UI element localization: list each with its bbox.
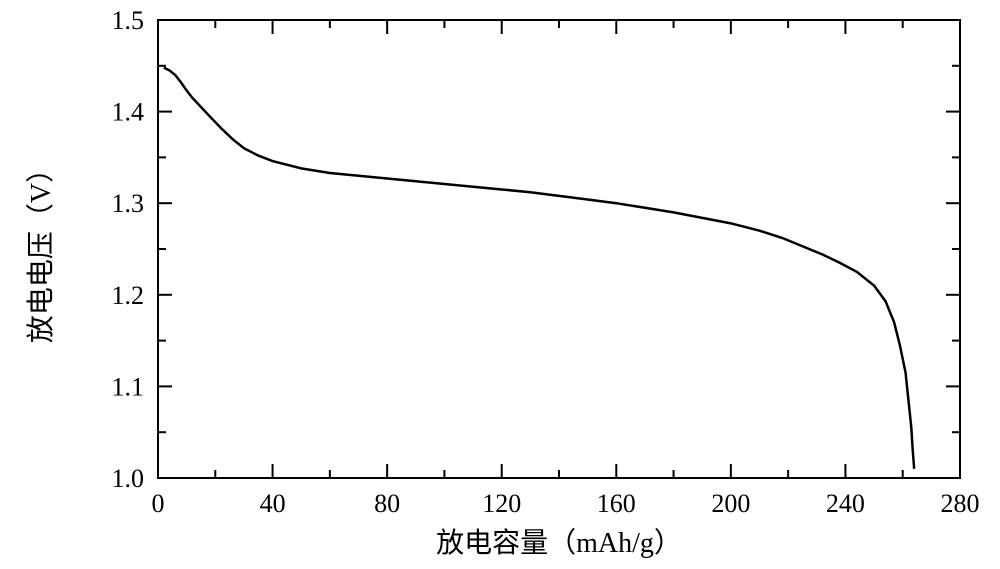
y-tick-label: 1.4	[112, 98, 145, 127]
plot-frame	[158, 20, 960, 478]
x-axis-title: 放电容量（mAh/g）	[436, 527, 682, 559]
y-tick-label: 1.5	[112, 6, 145, 35]
y-tick-label: 1.2	[112, 281, 145, 310]
y-tick-label: 1.0	[112, 464, 145, 493]
discharge-curve	[164, 68, 914, 469]
discharge-curve-chart: 0 40 80 120 160 200 240 280 1.0 1.1 1.2 1.3 1.4 1.5 放电…	[0, 0, 1000, 569]
y-tick-label: 1.1	[112, 372, 145, 401]
x-tick-label: 200	[711, 489, 750, 518]
x-tick-label: 160	[597, 489, 636, 518]
x-tick-label: 0	[152, 489, 165, 518]
chart-svg: 0 40 80 120 160 200 240 280 1.0 1.1 1.2 1.3 1.4 1.5 放电…	[0, 0, 1000, 569]
x-tick-label: 40	[260, 489, 286, 518]
x-tick-label: 240	[826, 489, 865, 518]
y-axis-title: 放电电压（V）	[25, 155, 57, 343]
x-tick-label: 280	[941, 489, 980, 518]
y-tick-label: 1.3	[112, 189, 145, 218]
x-tick-label: 80	[374, 489, 400, 518]
x-tick-label: 120	[482, 489, 521, 518]
